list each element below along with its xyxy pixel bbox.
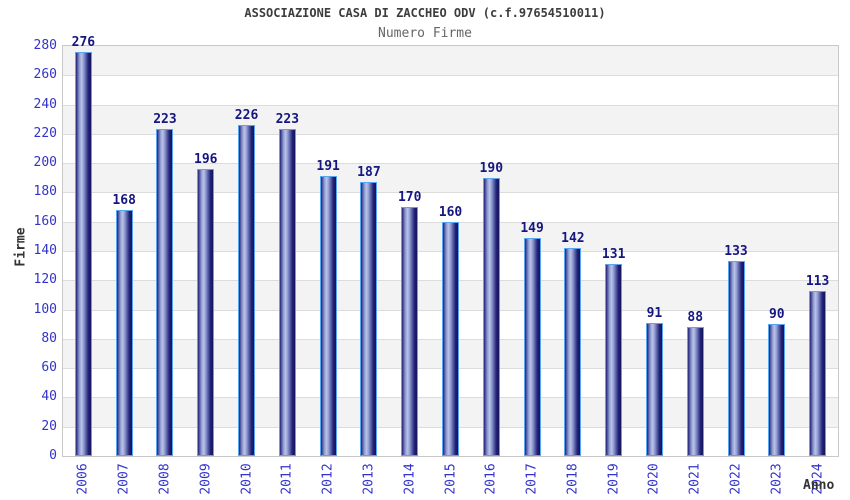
x-tick-label: 2006	[75, 463, 91, 495]
plot-band	[63, 192, 838, 222]
chart-subtitle: Numero Firme	[378, 26, 472, 41]
bar-value-label: 276	[71, 34, 96, 50]
x-tick-label: 2013	[361, 463, 377, 495]
bar-2010	[238, 125, 256, 456]
plot-band	[63, 133, 838, 164]
gridline	[63, 75, 838, 77]
bar-value-label: 149	[520, 220, 544, 236]
x-tick-label: 2020	[646, 463, 662, 495]
gridline	[63, 192, 838, 194]
bar-value-label: 133	[724, 244, 748, 260]
y-tick-label: 240	[33, 96, 57, 112]
x-tick-label: 2015	[443, 463, 458, 495]
bar-value-label: 131	[601, 247, 626, 263]
x-tick-label: 2016	[483, 463, 499, 495]
plot-band	[63, 75, 838, 105]
bar-value-label: 187	[357, 165, 381, 181]
y-tick-label: 180	[33, 184, 57, 200]
x-tick-label: 2012	[320, 463, 336, 495]
bar-value-label: 91	[646, 305, 663, 321]
bar-2017	[523, 237, 541, 456]
x-tick-label: 2023	[769, 463, 785, 495]
x-tick-label: 2022	[728, 463, 744, 495]
y-tick-label: 40	[41, 389, 57, 405]
bar-value-label: 113	[805, 273, 830, 289]
y-tick-label: 100	[33, 301, 57, 317]
chart-title: ASSOCIAZIONE CASA DI ZACCHEO ODV (c.f.97…	[244, 6, 606, 20]
bar-2009	[197, 169, 215, 456]
x-tick-label: 2018	[565, 463, 581, 495]
y-tick-label: 120	[33, 272, 57, 288]
bar-2024	[809, 290, 827, 456]
y-tick-label: 60	[41, 360, 57, 376]
bar-value-label: 196	[194, 152, 218, 167]
y-tick-label: 0	[49, 448, 57, 463]
x-tick-label: 2017	[524, 463, 540, 495]
plot-band	[63, 46, 838, 76]
y-tick-label: 280	[33, 38, 57, 53]
y-tick-label: 140	[33, 243, 57, 258]
bar-2013	[360, 182, 378, 456]
bar-2020	[645, 322, 663, 456]
bar-2021	[686, 327, 704, 456]
bar-value-label: 191	[316, 159, 340, 175]
x-tick-label: 2021	[687, 463, 703, 495]
y-tick-label: 80	[41, 330, 57, 346]
plot-band	[63, 163, 838, 193]
bar-2006	[74, 51, 92, 456]
gridline	[63, 104, 838, 106]
y-tick-label: 260	[33, 67, 57, 83]
y-tick-label: 20	[41, 418, 57, 434]
x-tick-label: 2011	[279, 463, 295, 495]
bar-2007	[115, 210, 133, 456]
bar-value-label: 90	[768, 307, 785, 323]
bar-2016	[482, 177, 500, 456]
bar-2015	[442, 221, 459, 456]
bar-2012	[319, 176, 337, 456]
bar-2008	[156, 129, 174, 456]
bar-value-label: 226	[234, 108, 259, 124]
x-tick-label: 2009	[198, 463, 214, 495]
y-tick-label: 220	[33, 125, 57, 141]
bar-2018	[564, 248, 582, 456]
x-tick-label: 2019	[606, 463, 622, 495]
gridline	[63, 133, 838, 135]
y-axis-title: Firme	[13, 227, 29, 267]
x-tick-label: 2014	[402, 463, 418, 495]
bar-value-label: 142	[561, 231, 585, 247]
y-tick-label: 200	[33, 155, 57, 171]
x-axis-title: Anno	[803, 478, 835, 493]
y-tick-label: 160	[33, 213, 57, 229]
bar-2014	[401, 207, 419, 456]
x-tick-label: 2010	[239, 463, 255, 495]
plot-band	[63, 104, 838, 134]
x-tick-label: 2007	[116, 463, 132, 495]
bar-value-label: 88	[687, 310, 704, 326]
bar-value-label: 160	[438, 204, 463, 220]
x-tick-label: 2008	[157, 463, 173, 495]
bar-2023	[768, 324, 786, 456]
bar-value-label: 168	[112, 193, 136, 208]
plot-area: 0 20 40 60 80 100 120 140 160 180 200 220 240 260 280 2…	[34, 35, 839, 495]
bar-2011	[278, 129, 296, 456]
bar-value-label: 223	[275, 112, 300, 128]
bar-2019	[605, 264, 623, 456]
gridline	[63, 163, 838, 165]
bar-value-label: 190	[479, 160, 504, 176]
bar-value-label: 223	[153, 112, 177, 128]
bar-value-label: 170	[397, 190, 422, 206]
bar-2022	[727, 261, 745, 456]
